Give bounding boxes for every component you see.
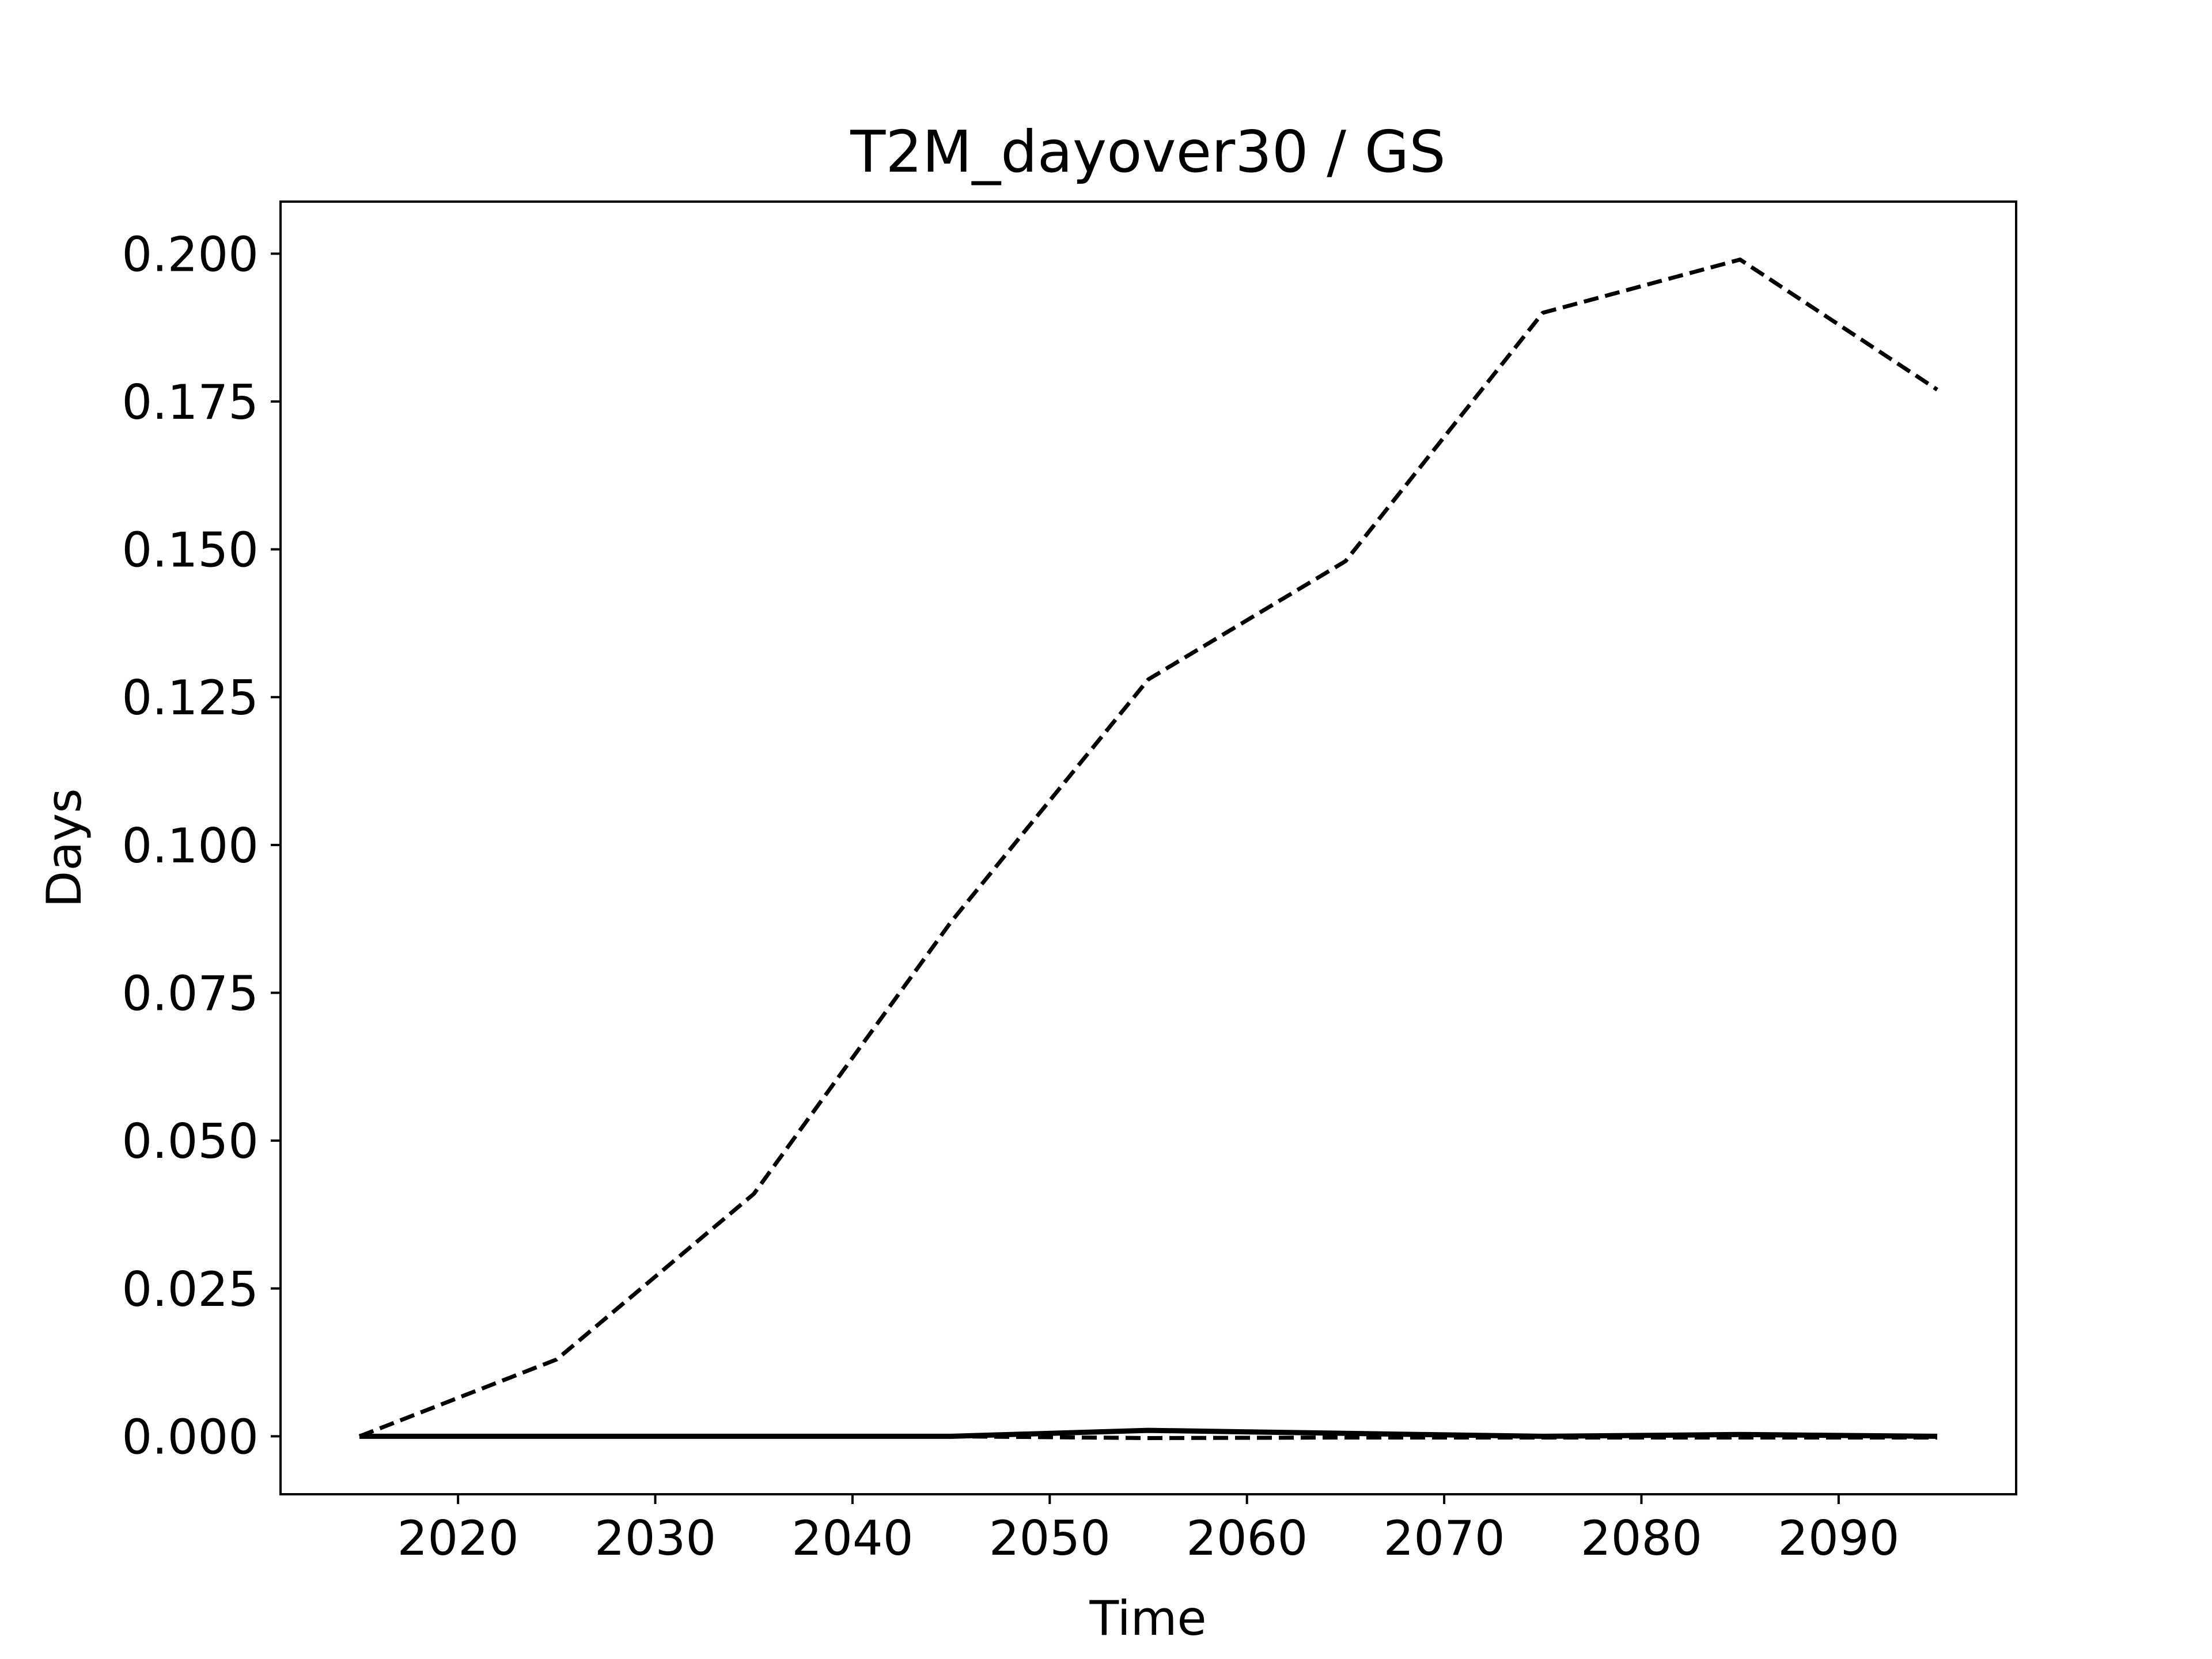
y-tick-label-2: 0.050	[122, 1113, 259, 1169]
y-tick-label-5: 0.125	[122, 670, 259, 726]
y-tick-label-4: 0.100	[122, 818, 259, 874]
x-axis: 2020 2030 2040 2050 2060 2070 2080 2090	[397, 1494, 1899, 1566]
series-group	[358, 257, 1938, 1440]
x-tick-label-2: 2040	[791, 1510, 913, 1566]
series-line-2	[359, 1434, 1937, 1440]
x-tick-label-3: 2050	[989, 1510, 1111, 1566]
x-tick-label-1: 2030	[594, 1510, 716, 1566]
y-tick-label-8: 0.200	[122, 226, 259, 282]
x-tick-label-6: 2080	[1581, 1510, 1702, 1566]
x-tick-label-5: 2070	[1383, 1510, 1505, 1566]
y-tick-label-7: 0.175	[122, 374, 259, 430]
y-tick-label-0: 0.000	[122, 1409, 259, 1465]
y-axis-title: Days	[36, 788, 92, 907]
x-tick-label-0: 2020	[397, 1510, 519, 1566]
x-tick-label-7: 2090	[1778, 1510, 1899, 1566]
plot-frame	[279, 200, 2017, 1495]
y-tick-label-3: 0.075	[122, 966, 259, 1022]
y-axis: 0.000 0.025 0.050 0.075 0.100 0.125 0.150 0.175…	[122, 226, 281, 1465]
y-tick-label-1: 0.025	[122, 1262, 259, 1317]
x-tick-label-4: 2060	[1186, 1510, 1308, 1566]
chart-title: T2M_dayover30 / GS	[850, 118, 1445, 185]
series-line-0	[358, 257, 1938, 1438]
y-tick-label-6: 0.150	[122, 522, 259, 578]
x-axis-title: Time	[1089, 1590, 1206, 1646]
